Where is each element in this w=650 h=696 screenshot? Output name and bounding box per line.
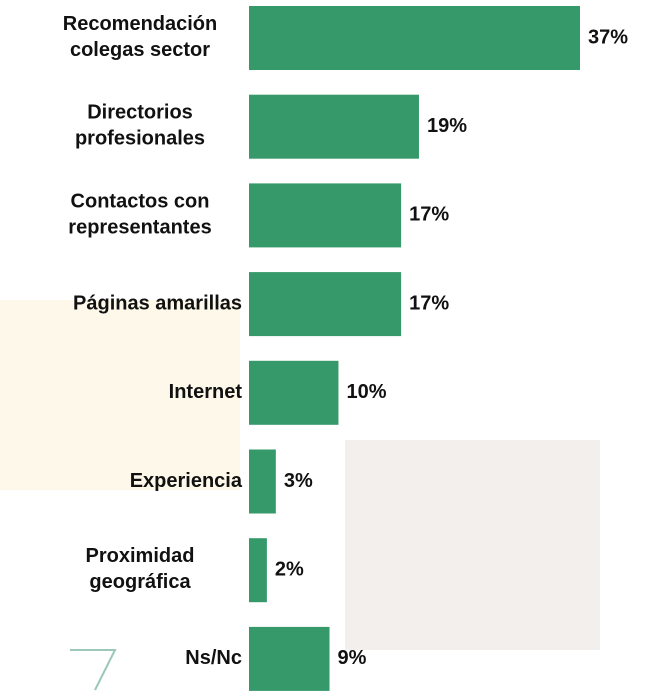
value-label: 3% [284,470,313,492]
category-label: Ns/Nc [185,647,242,669]
category-label: Páginas amarillas [73,292,242,314]
bar [249,626,330,691]
category-label: Experiencia [130,470,243,492]
value-label: 9% [338,647,367,669]
background-photo [0,300,240,490]
value-label: 19% [427,115,467,137]
category-label: Contactos con representantes [68,191,211,239]
value-label: 10% [346,381,386,403]
category-label: Recomendación colegas sector [63,13,217,61]
bar [249,272,402,337]
category-label: Directorios profesionales [75,102,205,150]
bar [249,94,419,159]
bar [249,449,276,514]
category-label: Internet [169,381,243,403]
bar [249,6,580,70]
bar [249,183,402,248]
background-photo [345,440,600,650]
value-label: 2% [275,558,304,580]
bar [249,538,267,603]
category-label: Proximidad geográfica [86,545,195,593]
bar [249,360,339,425]
value-label: 17% [409,204,449,226]
value-label: 17% [409,292,449,314]
background-shape [70,649,117,691]
value-label: 37% [588,26,628,48]
